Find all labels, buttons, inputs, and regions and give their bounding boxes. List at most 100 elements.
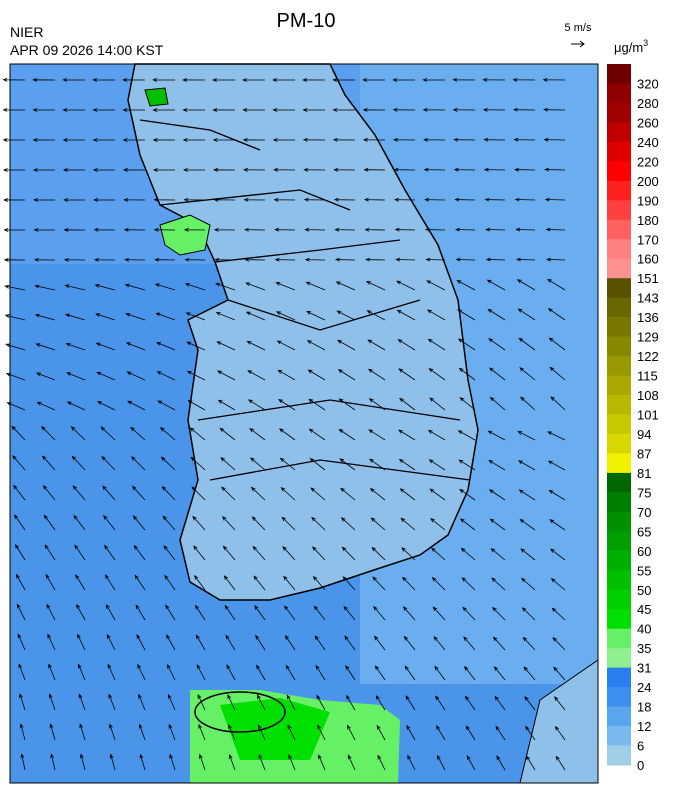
unit-base: μg/m — [614, 40, 643, 55]
wind-arrow — [186, 370, 206, 381]
wind-arrow — [424, 197, 446, 202]
wind-arrow — [526, 755, 536, 771]
colorbar-label: 260 — [637, 115, 659, 130]
wind-arrow — [515, 257, 536, 262]
wind-arrow — [104, 544, 116, 561]
wind-arrow — [44, 544, 56, 561]
wind-arrow — [514, 197, 536, 202]
wind-arrow — [543, 107, 566, 112]
wind-arrow — [273, 197, 296, 202]
wind-arrow — [516, 279, 536, 291]
wind-arrow — [492, 636, 506, 651]
wind-arrow — [367, 368, 386, 381]
wind-arrow — [243, 197, 266, 202]
wind-arrow — [517, 430, 536, 441]
wind-arrow — [374, 665, 386, 681]
wind-arrow — [424, 227, 446, 232]
wind-arrow — [217, 399, 236, 411]
wind-arrow — [280, 487, 296, 501]
wind-arrow — [284, 634, 296, 651]
wind-arrow — [123, 197, 146, 202]
wind-arrow — [310, 487, 326, 501]
wind-arrow — [334, 227, 356, 232]
wind-arrow — [169, 753, 176, 771]
wind-arrow — [339, 458, 356, 471]
wind-arrow — [337, 339, 356, 351]
colorbar-label: 200 — [637, 174, 659, 189]
colorbar-label: 35 — [637, 641, 651, 656]
wind-arrow — [162, 515, 176, 531]
wind-arrow — [194, 574, 206, 591]
wind-arrow — [423, 167, 446, 172]
vector-scale: 5 m/s — [565, 22, 592, 34]
wind-arrow — [4, 314, 26, 321]
colorbar-label: 136 — [637, 310, 659, 325]
wind-arrow — [215, 282, 236, 291]
wind-arrow — [371, 546, 386, 561]
wind-arrow — [131, 456, 146, 471]
wind-arrow — [14, 543, 26, 561]
wind-arrow — [18, 663, 26, 681]
wind-arrow — [553, 666, 566, 681]
wind-arrow — [318, 754, 326, 771]
wind-arrow — [255, 634, 266, 651]
wind-arrow — [303, 167, 326, 172]
wind-arrow — [393, 167, 416, 172]
wind-arrow — [372, 576, 386, 591]
wind-arrow — [130, 426, 146, 441]
wind-arrow — [457, 338, 476, 351]
wind-arrow — [489, 396, 506, 411]
colorbar-label: 320 — [637, 76, 659, 91]
wind-arrow — [33, 198, 56, 202]
colorbar-segment — [607, 648, 631, 669]
wind-arrow — [227, 694, 236, 711]
wind-arrow — [513, 137, 536, 142]
wind-arrow — [347, 754, 356, 771]
wind-arrow — [70, 426, 86, 441]
colorbar-segment — [607, 726, 631, 747]
wind-arrow — [374, 635, 386, 651]
wind-arrow — [34, 313, 56, 321]
wind-arrow — [19, 693, 26, 711]
wind-arrow — [452, 107, 476, 112]
wind-arrow — [107, 663, 116, 681]
wind-arrow — [62, 77, 86, 82]
wind-arrow — [398, 458, 416, 471]
wind-arrow — [93, 197, 116, 202]
wind-arrow — [220, 457, 236, 471]
wind-arrow — [15, 573, 26, 591]
wind-arrow — [493, 666, 506, 681]
wind-arrow — [465, 725, 476, 741]
wind-arrow — [483, 137, 506, 142]
colorbar-label: 24 — [637, 680, 651, 695]
wind-arrow — [332, 78, 356, 82]
colorbar-label: 160 — [637, 252, 659, 267]
colorbar-segment — [607, 278, 631, 299]
wind-arrow — [423, 137, 446, 142]
colorbar-label: 101 — [637, 408, 659, 423]
wind-arrow — [514, 167, 536, 172]
wind-arrow — [74, 544, 86, 561]
wind-arrow — [168, 723, 176, 741]
wind-arrow — [552, 636, 566, 651]
wind-arrow — [92, 108, 116, 112]
wind-arrow — [213, 197, 236, 202]
wind-arrow — [221, 486, 236, 501]
colorbar-label: 65 — [637, 524, 651, 539]
wind-arrow — [519, 367, 536, 381]
wind-arrow — [250, 486, 266, 501]
wind-arrow — [340, 517, 356, 531]
wind-arrow — [278, 428, 296, 441]
colorbar-segment — [607, 589, 631, 610]
wind-arrow — [247, 399, 266, 411]
wind-arrow — [2, 168, 26, 172]
wind-arrow — [458, 367, 476, 381]
wind-arrow — [369, 487, 386, 501]
wind-arrow — [346, 694, 356, 711]
wind-arrow — [548, 337, 566, 351]
wind-arrow — [453, 167, 476, 172]
colorbar-label: 151 — [637, 271, 659, 286]
wind-arrow — [71, 455, 86, 471]
wind-arrow — [2, 107, 26, 112]
colorbar-label: 122 — [637, 349, 659, 364]
